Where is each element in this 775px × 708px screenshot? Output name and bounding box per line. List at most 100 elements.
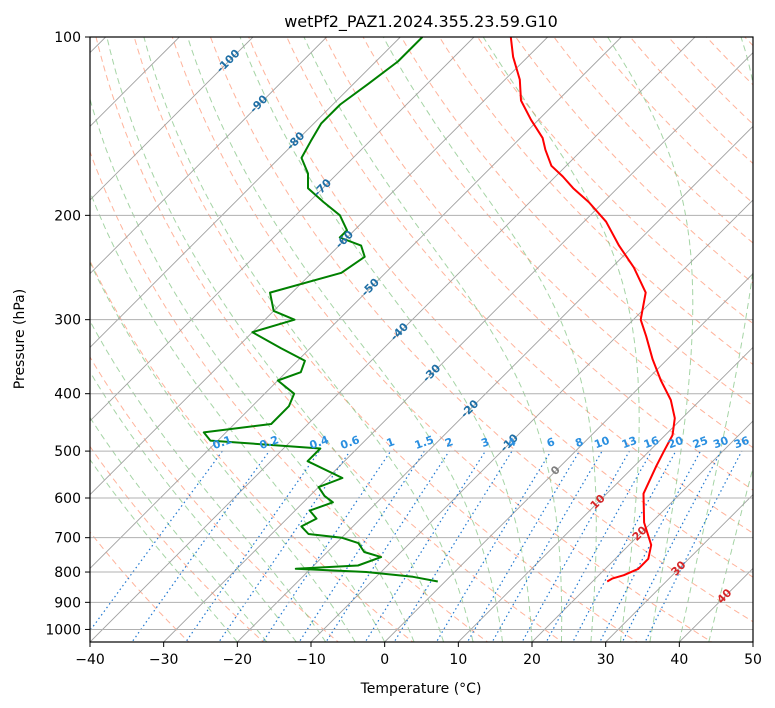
dry-adiabat: [90, 445, 265, 642]
mixing-ratio-label: 0.2: [258, 433, 281, 452]
x-tick-label: −20: [223, 652, 253, 668]
moist-adiabat: [143, 37, 474, 642]
y-tick-label: 300: [54, 313, 81, 329]
mixing-ratio-label: 1: [385, 435, 397, 450]
isotherm: [90, 37, 696, 642]
temperature-line: [509, 37, 676, 583]
x-axis-label: Temperature (°C): [360, 681, 482, 697]
dry-adiabat: [667, 37, 753, 125]
moist-adiabat: [382, 37, 597, 642]
mixing-ratio-line: [435, 450, 552, 642]
mixing-ratio-label: 0.4: [308, 433, 331, 452]
isotherm: [310, 199, 753, 642]
dry-adiabat: [591, 37, 753, 204]
y-tick-label: 700: [54, 531, 81, 547]
isotherm: [679, 567, 753, 642]
mixing-ratio-label: 13: [620, 434, 639, 451]
x-tick-label: 30: [597, 652, 615, 668]
mixing-ratio-label: 0.1: [211, 433, 234, 452]
mixing-ratio-label: 36: [732, 434, 751, 452]
isotherm-label: 40: [714, 586, 734, 606]
pressure-grid: [90, 37, 753, 630]
mixing-ratio-line: [131, 450, 270, 642]
mixing-ratio-line: [466, 450, 580, 642]
y-tick-label: 900: [54, 595, 81, 611]
dewpoint-line: [202, 37, 438, 583]
mixing-ratio-label: 10: [593, 434, 612, 452]
mixing-ratio-line: [262, 450, 392, 642]
moist-adiabat: [607, 37, 694, 642]
dry-adiabat: [90, 259, 414, 642]
moist-adiabat: [106, 37, 445, 642]
moist-adiabat: [708, 466, 753, 642]
dry-adiabat: [400, 37, 753, 407]
isotherm: [90, 37, 548, 496]
mixing-ratio-label: 1.5: [413, 433, 436, 452]
isotherm-label: -60: [333, 228, 356, 251]
dry-adiabat: [770, 24, 775, 645]
dry-adiabat: [133, 37, 638, 642]
dry-adiabat: [362, 37, 753, 449]
y-tick-label: 200: [54, 208, 81, 224]
isotherm: [90, 37, 622, 569]
dry-adiabat: [705, 37, 753, 86]
sounding-series: [202, 37, 676, 583]
mixing-ratio-label: 3: [479, 435, 491, 450]
mixing-ratio-label: 2: [443, 435, 455, 450]
y-tick-label: 600: [54, 491, 81, 507]
mixing-ratio-line: [325, 450, 450, 642]
x-axis-ticks: −40 −30 −20 −10 0 10 20 30 40 50: [75, 642, 762, 668]
isotherm-label: 30: [669, 558, 689, 578]
x-tick-label: 0: [380, 652, 389, 668]
dry-adiabat: [477, 37, 753, 325]
mixing-ratio-line: [621, 450, 722, 642]
x-tick-label: 40: [670, 652, 688, 668]
mixing-ratio-line: [298, 450, 425, 642]
isotherm: [531, 420, 753, 642]
moist-adiabat: [90, 458, 238, 642]
x-tick-label: 50: [744, 652, 762, 668]
mixing-ratio-label: 4: [506, 435, 518, 450]
mixing-ratio-label: 8: [573, 435, 585, 450]
moist-adiabat: [90, 190, 386, 642]
mixing-ratio-line: [491, 450, 603, 642]
x-tick-label: −10: [296, 652, 326, 668]
isotherm: [163, 52, 753, 642]
y-tick-label: 100: [54, 30, 81, 46]
dry-adiabat: [515, 37, 753, 284]
mixing-ratio-line: [572, 450, 677, 642]
moist-adiabat: [187, 37, 503, 642]
x-tick-label: −30: [149, 652, 179, 668]
isotherm-label: -70: [311, 176, 334, 199]
y-tick-label: 800: [54, 565, 81, 581]
moist-adiabat: [90, 370, 297, 642]
isotherm: [90, 37, 327, 275]
moist-adiabat: [303, 37, 563, 642]
isotherm-label: -100: [214, 47, 243, 76]
moist-adiabat: [678, 37, 753, 642]
mixing-ratio-line: [90, 450, 223, 632]
isotherm-label: 0: [548, 463, 563, 478]
dry-adiabat: [248, 37, 753, 578]
isotherm: [90, 37, 254, 201]
chart-title: wetPf2_PAZ1.2024.355.23.59.G10: [284, 12, 558, 32]
mixing-ratio-label: 30: [711, 434, 730, 452]
isotherm: [237, 125, 753, 642]
y-axis-label: Pressure (hPa): [12, 289, 28, 389]
plot-frame: [89, 36, 754, 643]
isotherm: [605, 494, 753, 642]
moist-adiabat: [239, 37, 533, 642]
mixing-ratio-line: [364, 450, 486, 642]
x-tick-label: −40: [75, 652, 105, 668]
isotherm-label: -90: [247, 92, 270, 115]
y-axis-ticks: 100 200 300 400 500 600 700 800 900 1000: [45, 30, 90, 638]
y-tick-label: 1000: [45, 622, 81, 638]
moist-adiabat: [90, 320, 327, 642]
x-tick-label: 10: [449, 652, 467, 668]
x-tick-label: 20: [523, 652, 541, 668]
isotherm-label: -40: [388, 320, 411, 343]
isotherm: [458, 346, 753, 642]
background-lines: [90, 24, 775, 645]
mixing-ratio-label: 0.6: [339, 433, 362, 452]
